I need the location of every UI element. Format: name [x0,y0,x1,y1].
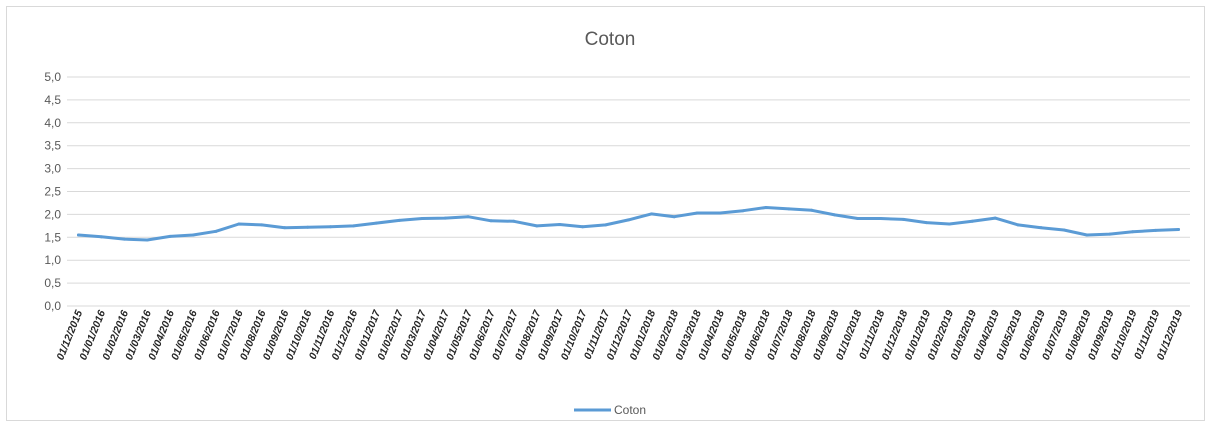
data-point [764,206,768,210]
data-point [443,216,447,220]
data-point [1108,232,1112,236]
data-point [695,211,699,215]
y-tick-label: 4,0 [44,116,61,130]
data-point [374,221,378,225]
data-point [558,222,562,226]
data-point [260,223,264,227]
data-point [627,218,630,222]
y-axis-ticks: 0,0 0,5 1,0 1,5 2,0 2,5 3,0 3,5 4,0 4,5 5,0 [44,70,61,313]
data-point [581,225,585,229]
data-point [902,217,906,221]
gridlines [67,76,1190,307]
legend: Coton [574,403,646,417]
y-tick-label: 0,5 [44,276,61,290]
data-point [879,217,883,221]
data-point [283,226,287,230]
data-point [122,237,126,241]
data-point [1016,223,1020,227]
data-point [420,217,424,221]
data-point [1085,233,1089,237]
y-tick-label: 0,0 [44,299,61,313]
y-tick-label: 3,5 [44,139,61,153]
y-tick-label: 5,0 [44,70,61,84]
data-point [741,209,745,213]
chart-frame [6,6,1205,421]
data-point [535,224,539,228]
data-point [76,233,80,237]
y-tick-label: 4,5 [44,93,61,107]
data-point [970,219,974,223]
data-point [649,212,653,216]
data-point [604,223,608,227]
data-point [672,215,676,219]
data-point [191,233,195,237]
data-point [1062,228,1066,232]
data-point [1177,228,1181,232]
data-point [329,225,333,229]
data-point [947,222,951,226]
data-point [856,217,860,221]
data-point [351,224,355,228]
data-point [1131,230,1135,234]
data-point [306,225,310,229]
legend-label-coton: Coton [614,403,646,417]
data-point [1154,228,1158,232]
data-point [99,235,103,239]
data-point [237,222,241,226]
data-point [810,208,814,212]
y-tick-label: 2,0 [44,207,61,221]
y-tick-label: 1,0 [44,253,61,267]
y-tick-label: 2,5 [44,185,61,199]
data-point [145,238,149,242]
data-point [512,219,516,223]
data-point [168,234,172,238]
data-point [214,229,218,233]
data-point [924,221,928,225]
data-point [787,207,791,211]
chart-title: Coton [585,29,636,50]
data-point [993,216,997,220]
data-point [397,218,401,222]
data-point [833,213,837,217]
data-point [489,219,493,223]
data-point [466,215,470,219]
y-tick-label: 1,5 [44,230,61,244]
data-point [1039,226,1043,230]
series-layer [76,206,1181,242]
y-tick-label: 3,0 [44,162,61,176]
data-point [718,211,722,215]
